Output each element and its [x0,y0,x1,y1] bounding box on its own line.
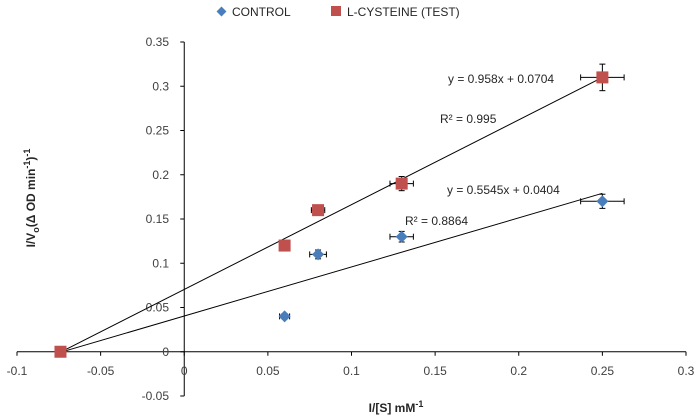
trendline-test [60,77,603,353]
x-tick-label: 0 [181,364,188,378]
x-axis-label-text: I/[S] mM [369,401,416,415]
r2-control: R² = 0.8864 [405,214,468,228]
y-tick-label: 0.2 [152,168,169,182]
legend-marker-test [331,6,341,16]
y-axis-label-sup1: -1 [22,161,32,169]
trendline-control [60,192,603,353]
x-tick-label: 0.3 [678,364,695,378]
y-axis-label-sup2: -1 [22,149,32,157]
y-tick-label: 0.05 [146,301,170,315]
x-tick-label: 0.25 [591,364,615,378]
data-points [54,63,625,358]
x-axis-label: I/[S] mM-1 [369,399,424,415]
x-tick-label: -0.05 [87,364,115,378]
r2-test: R² = 0.995 [440,112,497,126]
y-tick-label: 0.1 [152,256,169,270]
y-axis-label-sub: o [31,227,41,233]
equation-test: y = 0.958x + 0.0704 [448,72,554,86]
y-axis-label-close: ) [24,157,38,161]
y-tick-label: 0.3 [152,79,169,93]
x-tick-label: 0.15 [423,364,447,378]
x-tick-label: 0.2 [510,364,527,378]
y-tick-label: 0.35 [146,35,170,49]
legend-label-test: L-CYSTEINE (TEST) [347,5,460,19]
legend: CONTROL L-CYSTEINE (TEST) [216,5,460,19]
point-test [395,177,408,190]
x-axis-label-sup: -1 [415,399,423,409]
y-axis-label-text: I/V [24,233,38,248]
y-axis-label-rest: (Δ OD min [24,169,38,228]
y-tick-label: 0 [162,345,169,359]
x-tick-label: -0.1 [7,364,28,378]
point-test [312,204,325,217]
x-tick-label: 0.05 [256,364,280,378]
point-test [596,71,609,84]
y-tick-label: -0.05 [142,389,170,403]
point-control [596,195,609,208]
point-test [54,345,67,358]
trendlines [60,77,603,353]
point-test [278,239,291,252]
point-control [278,310,291,323]
legend-marker-control [216,6,227,17]
equation-control: y = 0.5545x + 0.0404 [447,183,560,197]
point-control [312,248,325,261]
y-axis-label: I/Vo(Δ OD min-1)-1 [22,149,41,248]
point-control [395,230,408,243]
legend-label-control: CONTROL [232,5,291,19]
x-tick-label: 0.1 [343,364,360,378]
y-tick-label: 0.15 [146,212,170,226]
y-tick-label: 0.25 [146,124,170,138]
axes: -0.1 -0.05 0 0.05 0.1 0.15 0.2 0.25 0.3 -0.05 0 0.0… [7,35,695,403]
